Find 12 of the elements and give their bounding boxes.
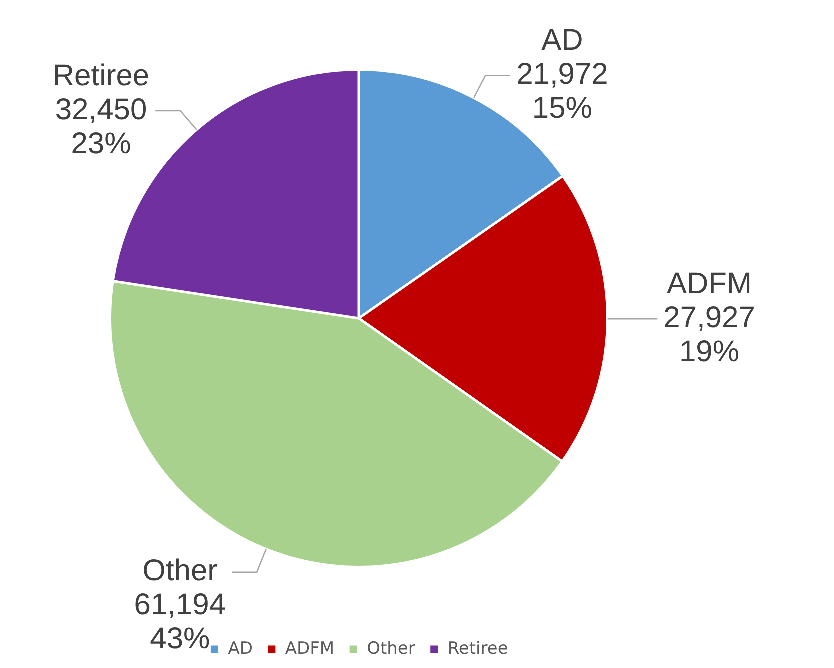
legend-label: Other: [367, 638, 416, 659]
data-label: 21,972 15%: [516, 58, 608, 126]
slice-label: Other: [142, 554, 218, 588]
legend-label: ADFM: [285, 638, 335, 659]
data-label: 32,450 23%: [55, 93, 148, 160]
data-label: 61,194 43%: [134, 588, 226, 656]
slice-label: Retiree: [52, 59, 150, 92]
legend-label: AD: [228, 638, 253, 659]
data-label: 27,927 19%: [664, 301, 756, 368]
slice-label: AD: [542, 24, 584, 58]
slice-label: ADFM: [667, 267, 752, 300]
legend-label: Retiree: [448, 638, 508, 659]
